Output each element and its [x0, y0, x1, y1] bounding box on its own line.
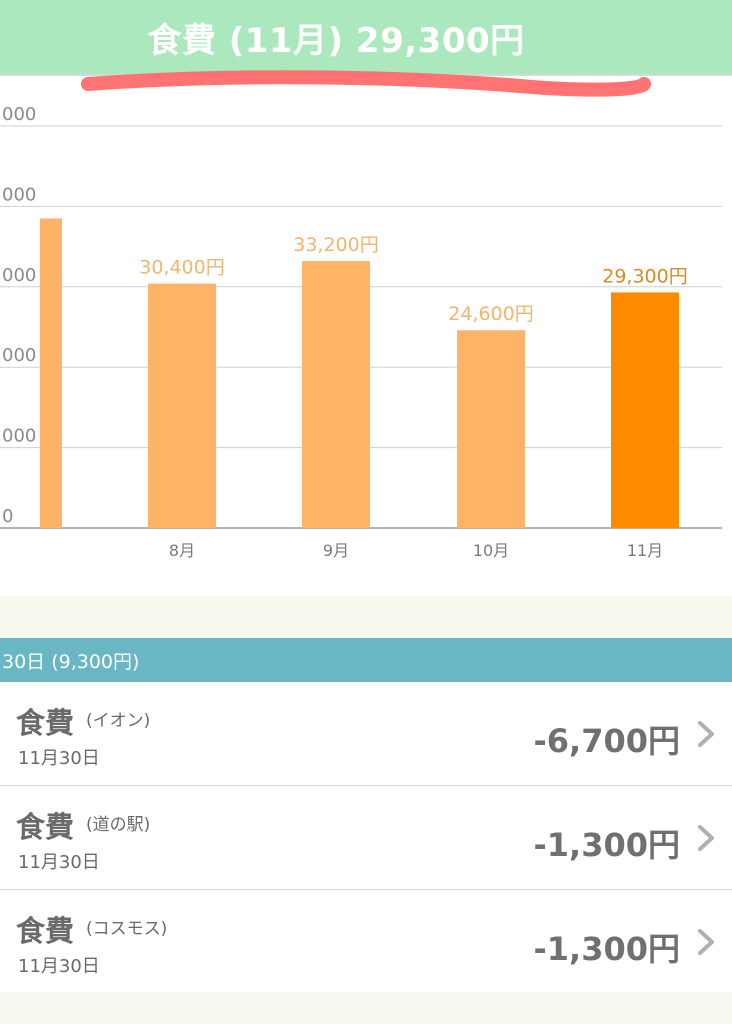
bar[interactable] — [40, 218, 62, 528]
transaction-row[interactable]: 食費 (道の駅) 11月30日 -1,300円 — [0, 786, 732, 890]
x-tick-label: 8月 — [169, 541, 195, 560]
x-tick-label: 9月 — [323, 541, 349, 560]
transaction-store: (コスモス) — [86, 919, 168, 939]
transaction-category: 食費 — [16, 914, 75, 948]
transaction-amount: -6,700円 — [533, 722, 680, 760]
y-tick-label: 000 — [2, 265, 36, 286]
bar-data-label: 24,600円 — [448, 303, 533, 325]
transaction-store: (イオン) — [86, 711, 151, 731]
chevron-right-icon[interactable] — [690, 927, 720, 957]
transaction-category: 食費 — [16, 810, 75, 844]
y-tick-label: 000 — [2, 426, 36, 447]
list-footer-band — [0, 992, 732, 1024]
monthly-bar-chart: 0 000 000 000 000 000 30,400円 8月 33,200円 9月 24,600… — [0, 76, 732, 596]
chart-footer-band — [0, 596, 732, 638]
chevron-right-icon[interactable] — [690, 719, 720, 749]
transaction-amount: -1,300円 — [533, 930, 680, 968]
transaction-row[interactable]: 食費 (コスモス) 11月30日 -1,300円 — [0, 890, 732, 994]
bar[interactable] — [148, 283, 216, 528]
date-group-header: 30日 (9,300円) — [0, 638, 732, 682]
bar[interactable] — [302, 261, 370, 528]
page-title: 食費 (11月) 29,300円 — [147, 20, 525, 61]
transaction-date: 11月30日 — [18, 852, 100, 873]
y-tick-label: 000 — [2, 184, 36, 205]
date-group-label: 30日 (9,300円) — [2, 650, 140, 673]
bar-data-label: 33,200円 — [293, 234, 378, 256]
x-tick-label: 11月 — [627, 541, 663, 560]
y-tick-label: 0 — [2, 506, 13, 527]
chart-svg: 000000000000000030,400円8月33,200円9月24,600… — [0, 104, 722, 560]
red-pen-underline-icon — [81, 70, 651, 97]
header-bar: 食費 (11月) 29,300円 — [0, 0, 732, 74]
y-tick-label: 000 — [2, 345, 36, 366]
transaction-date: 11月30日 — [18, 956, 100, 977]
transaction-category: 食費 — [16, 706, 75, 740]
x-tick-label: 10月 — [473, 541, 509, 560]
bar[interactable] — [457, 330, 525, 528]
bar-data-label: 29,300円 — [602, 265, 687, 287]
transaction-list: 食費 (イオン) 11月30日 -6,700円 食費 (道の駅) 11月30日 … — [0, 682, 732, 994]
y-tick-label: 000 — [2, 104, 36, 125]
transaction-store: (道の駅) — [86, 815, 151, 835]
transaction-date: 11月30日 — [18, 748, 100, 769]
transaction-row[interactable]: 食費 (イオン) 11月30日 -6,700円 — [0, 682, 732, 786]
transaction-amount: -1,300円 — [533, 826, 680, 864]
chevron-right-icon[interactable] — [690, 823, 720, 853]
bar[interactable] — [611, 292, 679, 528]
bar-data-label: 30,400円 — [139, 257, 224, 279]
